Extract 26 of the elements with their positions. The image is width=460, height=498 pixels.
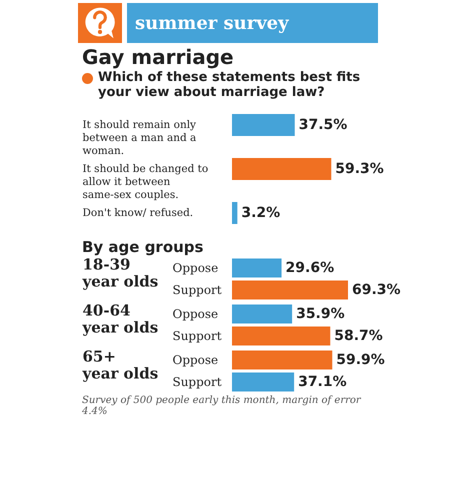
data-label: 37.1%: [298, 374, 347, 390]
y-tick-label: Don't know/ refused.: [82, 207, 194, 219]
y-tick-label: Support: [172, 375, 222, 389]
text: Survey of 500 people early this month, margin of error 4.4%: [82, 395, 362, 417]
y-tick-label: It should be changed to allow it between same-sex couples.: [82, 163, 208, 201]
data-label: 29.6%: [286, 260, 334, 276]
data-label: 37.5%: [298, 117, 348, 133]
chart-title: By age groups: [82, 238, 204, 256]
data-label: 3.2%: [241, 205, 280, 221]
y-axis-title: 65+ year olds: [82, 348, 158, 382]
y-tick-label: Support: [172, 283, 222, 297]
data-label: 69.3%: [352, 282, 401, 298]
y-tick-label: Support: [172, 329, 222, 343]
data-label: 59.3%: [335, 161, 384, 177]
data-label: 59.9%: [336, 352, 385, 368]
y-axis-title: 18-39 year olds: [82, 256, 158, 290]
text: summer survey: [127, 3, 378, 43]
chart-title: Gay marriage: [82, 45, 235, 69]
y-tick-label: Oppose: [172, 261, 218, 275]
data-label: 58.7%: [334, 328, 383, 344]
y-tick-label: It should remain only between a man and a woman.: [82, 119, 196, 157]
y-tick-label: Oppose: [172, 353, 218, 367]
chart-subtitle: Which of these statements best fits your view about marriage law?: [98, 70, 362, 100]
data-label: 35.9%: [296, 306, 345, 322]
y-tick-label: Oppose: [172, 307, 218, 321]
y-axis-title: 40-64 year olds: [82, 302, 158, 336]
